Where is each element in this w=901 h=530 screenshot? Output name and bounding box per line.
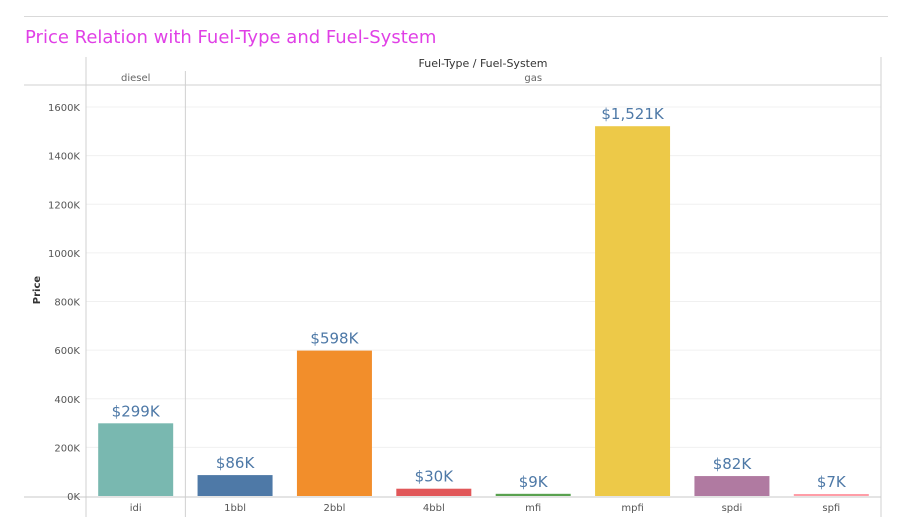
y-tick-label: 800K	[54, 298, 80, 309]
bar-spdi	[694, 476, 770, 496]
y-tick-label: 1400K	[48, 152, 80, 163]
category-label-spdi: spdi	[722, 503, 743, 514]
bar-mpfi	[595, 126, 671, 496]
category-label-spfi: spfi	[822, 503, 840, 514]
category-label-mpfi: mpfi	[621, 503, 643, 514]
category-label-4bbl: 4bbl	[423, 503, 445, 514]
data-labels: $299K $86K $598K $30K $9K $1,521K $82K $7K	[112, 105, 847, 491]
y-tick-label: 1200K	[48, 200, 80, 211]
chart-frame	[24, 57, 882, 517]
category-label-mfi: mfi	[525, 503, 541, 514]
y-axis-title: Price	[32, 276, 43, 305]
y-axis-ticks: 0K 200K 400K 600K 800K 1000K 1200K 1400K 1600K	[48, 103, 80, 503]
data-label-1bbl: $86K	[216, 454, 256, 472]
bar-4bbl	[396, 488, 472, 496]
column-header: Fuel-Type / Fuel-System	[419, 57, 548, 70]
bar-idi	[98, 423, 174, 496]
bar-mfi	[495, 493, 571, 496]
y-tick-label: 600K	[54, 346, 80, 357]
gridlines	[86, 106, 881, 448]
category-label-idi: idi	[130, 503, 142, 514]
group-header-diesel: diesel	[121, 73, 150, 84]
y-tick-label: 0K	[67, 492, 80, 503]
chart-title: Price Relation with Fuel-Type and Fuel-S…	[25, 27, 437, 48]
data-label-4bbl: $30K	[415, 468, 455, 486]
y-tick-label: 1600K	[48, 103, 80, 114]
data-label-idi: $299K	[112, 402, 161, 420]
data-label-mfi: $9K	[519, 473, 549, 491]
group-header-gas: gas	[524, 73, 542, 84]
data-label-spdi: $82K	[713, 455, 753, 473]
category-labels: idi 1bbl 2bbl 4bbl mfi mpfi spdi spfi	[130, 503, 841, 514]
top-divider	[24, 16, 888, 17]
bars	[98, 126, 869, 496]
data-label-2bbl: $598K	[310, 330, 359, 348]
y-tick-label: 1000K	[48, 249, 80, 260]
y-tick-label: 200K	[54, 443, 80, 454]
group-headers: diesel gas	[121, 73, 542, 84]
data-label-spfi: $7K	[817, 473, 847, 491]
y-tick-label: 400K	[54, 395, 80, 406]
data-label-mpfi: $1,521K	[601, 105, 664, 123]
bar-spfi	[793, 494, 869, 496]
category-label-2bbl: 2bbl	[324, 503, 346, 514]
category-label-1bbl: 1bbl	[224, 503, 246, 514]
bar-1bbl	[197, 475, 273, 496]
bar-2bbl	[296, 350, 372, 496]
